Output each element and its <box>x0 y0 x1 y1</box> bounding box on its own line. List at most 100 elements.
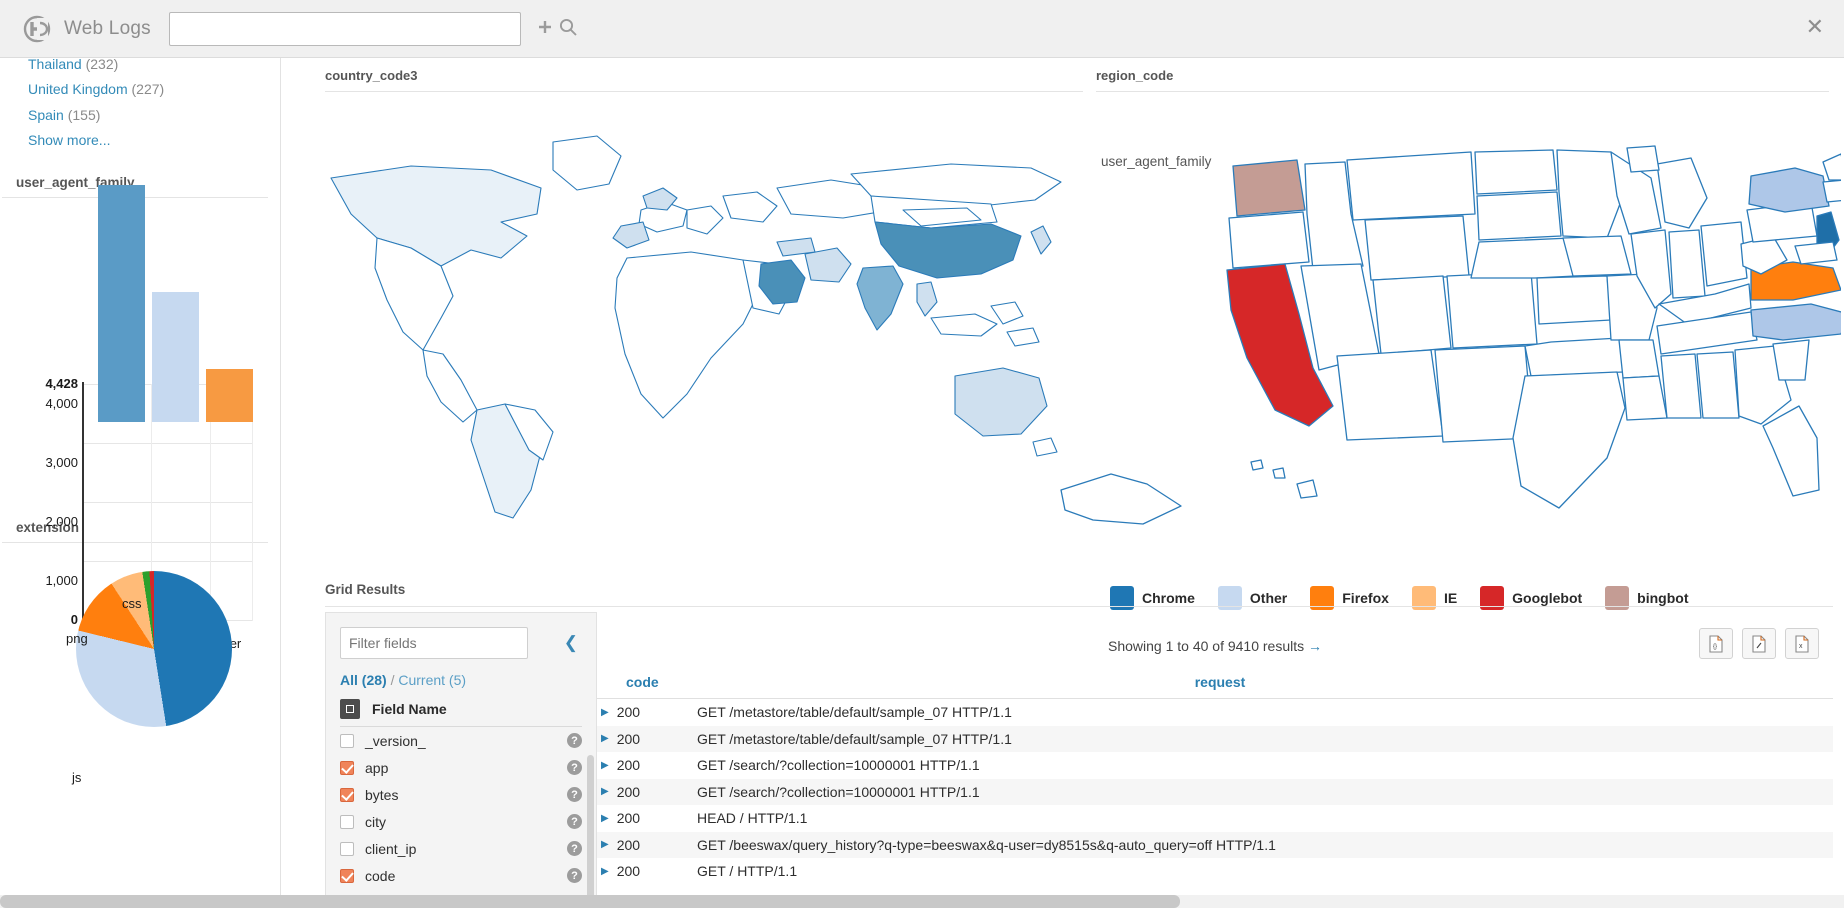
showing-label: Showing 1 to 40 of 9410 results <box>1107 638 1305 654</box>
field-checkbox-city[interactable] <box>340 814 354 829</box>
horizontal-scrollbar[interactable] <box>0 895 1844 908</box>
bar-ytick-4000: 4,000 <box>45 396 78 412</box>
field-label: app <box>365 759 389 776</box>
help-icon[interactable]: ? <box>567 868 582 883</box>
help-icon[interactable]: ? <box>567 760 582 775</box>
cell-code: 200 <box>616 730 641 747</box>
list-item[interactable]: app ? <box>340 754 582 781</box>
column-header-request[interactable]: request <box>1194 674 1246 690</box>
column-header-code[interactable]: code <box>626 674 659 690</box>
expand-row-icon[interactable]: ▶ <box>601 733 609 745</box>
table-row[interactable]: ▶ 200 GET /search/?collection=10000001 HT… <box>597 752 1833 779</box>
results-area: Showing 1 to 40 of 9410 results → {} <box>597 612 1833 908</box>
bar-ytick-0: 0 <box>70 612 78 628</box>
state-california <box>1226 263 1334 427</box>
cell-code: 200 <box>616 757 641 774</box>
cell-request: GET /metastore/table/default/sample_07 H… <box>697 730 1012 747</box>
table-row[interactable]: ▶ 200 GET /beeswax/query_history?q-type=b… <box>597 831 1833 858</box>
field-label: client_ip <box>365 840 417 857</box>
expand-row-icon[interactable]: ▶ <box>601 812 609 824</box>
bar-peak-label: 4,428 <box>45 376 78 392</box>
fields-scrollbar[interactable] <box>587 755 594 907</box>
cell-request: GET /search/?collection=10000001 HTTP/1.… <box>697 757 980 774</box>
list-item[interactable]: Spain (155) <box>14 103 266 128</box>
region-map-title: region_code <box>1096 68 1829 92</box>
list-item[interactable]: United Kingdom (227) <box>14 77 266 102</box>
list-item[interactable]: code ? <box>340 862 582 889</box>
help-icon[interactable]: ? <box>567 733 582 748</box>
results-table: code request ▶ 200 GET /metastore/table/d… <box>597 674 1833 885</box>
expand-row-icon[interactable]: ▶ <box>601 839 609 851</box>
file-excel-icon[interactable]: x <box>1785 628 1819 659</box>
cell-request: GET /search/?collection=10000001 HTTP/1.… <box>697 783 980 800</box>
legend-label: Chrome <box>1142 590 1195 606</box>
list-item[interactable]: _version_ ? <box>340 727 582 754</box>
field-name-header-label: Field Name <box>372 701 447 717</box>
table-row[interactable]: ▶ 200 GET / HTTP/1.1 <box>597 858 1833 885</box>
world-choropleth-map[interactable] <box>291 118 1081 538</box>
expand-row-icon[interactable]: ▶ <box>601 786 609 798</box>
table-row[interactable]: ▶ 200 HEAD / HTTP/1.1 <box>597 805 1833 832</box>
list-item[interactable]: Thailand (232) <box>14 58 266 77</box>
help-icon[interactable]: ? <box>567 787 582 802</box>
show-more-label[interactable]: Show more... <box>28 131 111 148</box>
field-checkbox-client-ip[interactable] <box>340 841 354 856</box>
app-title: Web Logs <box>64 17 151 39</box>
filter-fields-input[interactable] <box>340 627 528 659</box>
svg-text:{}: {} <box>1713 644 1717 650</box>
file-json-icon[interactable]: {} <box>1699 628 1733 659</box>
field-checkbox-version[interactable] <box>340 733 354 748</box>
current-fields-link[interactable]: Current (5) <box>398 672 467 688</box>
field-label: bytes <box>365 786 399 803</box>
left-sidebar: Thailand (232) United Kingdom (227) Spai… <box>0 58 281 908</box>
hue-logo-icon <box>22 14 52 44</box>
cell-request: GET /beeswax/query_history?q-type=beeswa… <box>697 836 1276 853</box>
bar-firefox[interactable] <box>152 291 199 423</box>
expand-row-icon[interactable]: ▶ <box>601 865 609 877</box>
list-item[interactable]: client_ip ? <box>340 835 582 862</box>
expand-row-icon[interactable]: ▶ <box>601 759 609 771</box>
plus-icon[interactable] <box>535 17 555 40</box>
bar-chrome[interactable] <box>98 185 145 423</box>
help-icon[interactable]: ? <box>567 814 582 829</box>
show-more-link[interactable]: Show more... <box>14 128 266 153</box>
table-row[interactable]: ▶ 200 GET /search/?collection=10000001 HT… <box>597 778 1833 805</box>
file-doc-icon[interactable] <box>1742 628 1776 659</box>
table-row[interactable]: ▶ 200 GET /metastore/table/default/sample… <box>597 699 1833 726</box>
svg-text:x: x <box>1799 643 1803 650</box>
field-checkbox-app[interactable] <box>340 760 354 775</box>
cell-request: GET /metastore/table/default/sample_07 H… <box>697 704 1012 721</box>
expand-row-icon[interactable]: ▶ <box>601 706 609 718</box>
list-item[interactable]: city ? <box>340 808 582 835</box>
next-page-arrow-icon[interactable]: → <box>1308 638 1323 654</box>
help-icon[interactable]: ? <box>567 841 582 856</box>
state-virginia <box>1750 261 1841 301</box>
field-checkbox-code[interactable] <box>340 868 354 883</box>
list-item[interactable]: bytes ? <box>340 781 582 808</box>
search-input[interactable] <box>168 11 521 46</box>
facet-label[interactable]: Spain <box>28 106 64 123</box>
scrollbar-thumb[interactable] <box>0 895 1180 908</box>
grid-results-title: Grid Results <box>325 582 406 597</box>
cell-code: 200 <box>616 810 641 827</box>
pie-slices[interactable] <box>76 571 232 728</box>
facet-label[interactable]: Thailand <box>28 58 82 72</box>
field-checkbox-bytes[interactable] <box>340 787 354 802</box>
field-label: _version_ <box>365 732 426 749</box>
facet-count: (227) <box>131 81 165 98</box>
usa-choropleth-map[interactable] <box>1051 118 1841 538</box>
top-toolbar: Web Logs ✕ <box>0 0 1844 58</box>
bar-other[interactable] <box>206 368 253 423</box>
chevron-left-icon[interactable]: ❮ <box>563 633 578 652</box>
select-all-checkbox[interactable] <box>340 699 360 719</box>
facet-label[interactable]: United Kingdom <box>28 81 128 98</box>
fields-panel: ❮ All (28) / Current (5) Field Name _ver… <box>325 612 597 908</box>
cell-request: GET / HTTP/1.1 <box>697 863 798 880</box>
close-icon[interactable]: ✕ <box>1805 14 1824 39</box>
state-new-york <box>1748 167 1830 213</box>
main-content: country_code3 region_code user_agent_fam… <box>281 58 1844 908</box>
all-fields-link[interactable]: All (28) <box>340 672 387 688</box>
table-row[interactable]: ▶ 200 GET /metastore/table/default/sample… <box>597 725 1833 752</box>
magnifier-icon[interactable] <box>558 17 578 40</box>
